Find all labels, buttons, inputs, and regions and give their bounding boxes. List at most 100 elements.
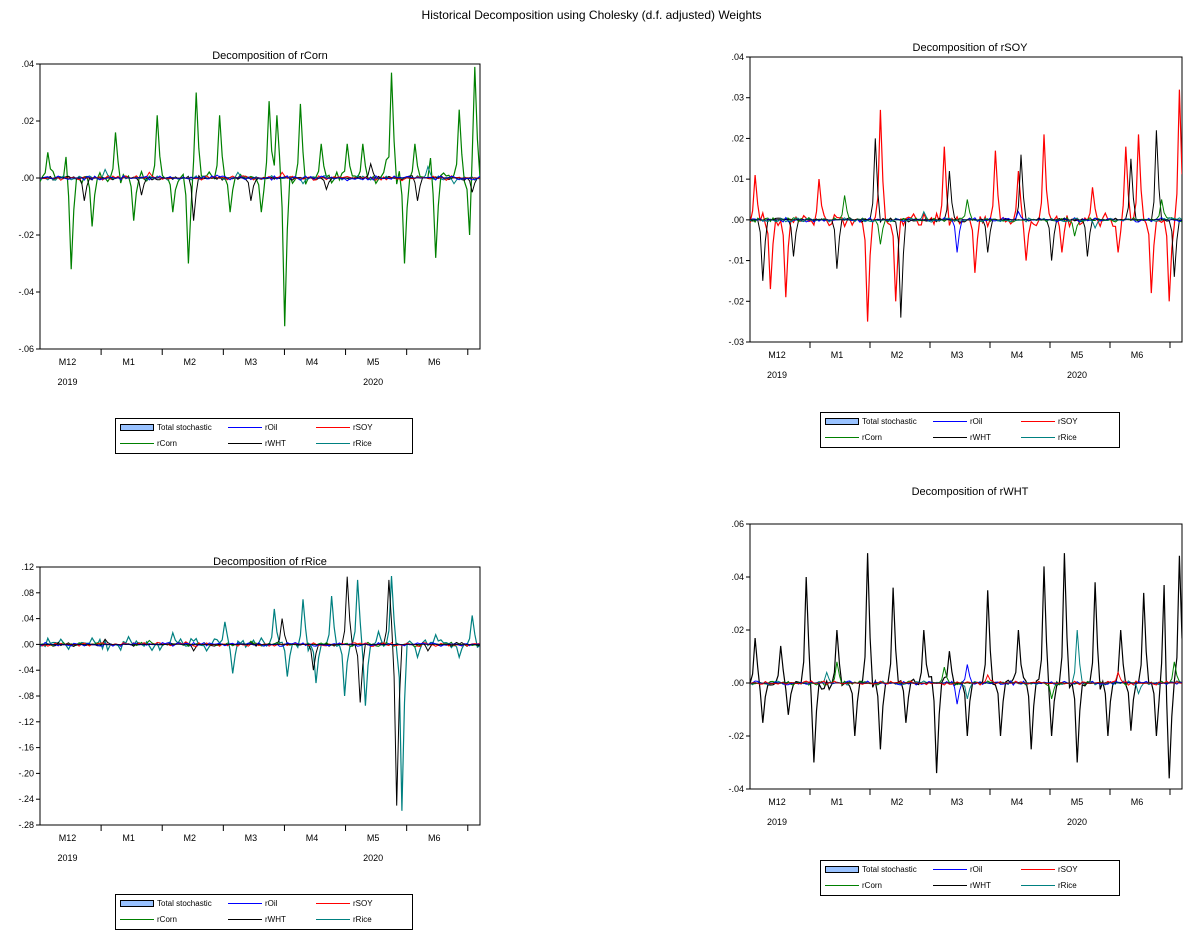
x-year-label: 2020 — [1067, 817, 1087, 827]
x-year-label: 2020 — [1067, 370, 1087, 380]
legend-swatch — [316, 919, 350, 920]
legend-rcorn: Total stochastic rOil rSOY rCorn rWHT rRice — [115, 418, 413, 454]
y-tick-label: -.04 — [18, 287, 34, 297]
x-month-label: M4 — [1011, 350, 1024, 360]
x-year-label: 2019 — [58, 853, 78, 863]
legend-label: rSOY — [353, 899, 373, 908]
legend-swatch — [1021, 421, 1055, 422]
x-year-label: 2020 — [363, 853, 383, 863]
legend-item-rwht: rWHT — [933, 433, 991, 442]
legend-label: rRice — [353, 439, 372, 448]
legend-label: rWHT — [970, 433, 991, 442]
y-tick-label: .01 — [731, 174, 744, 184]
legend-item-rcorn: rCorn — [120, 439, 177, 448]
legend-label: Total stochastic — [862, 865, 917, 874]
legend-label: rCorn — [862, 881, 883, 890]
legend-item-total-stochastic: Total stochastic — [120, 423, 212, 432]
x-month-label: M3 — [951, 350, 964, 360]
legend-label: rOil — [265, 423, 278, 432]
legend-label: rWHT — [970, 881, 991, 890]
y-tick-label: -.06 — [18, 344, 34, 354]
legend-label: rSOY — [1058, 417, 1078, 426]
legend-item-rsoy: rSOY — [1021, 417, 1078, 426]
series-line-rwht — [750, 553, 1182, 779]
y-tick-label: -.01 — [728, 256, 744, 266]
legend-item-rcorn: rCorn — [120, 915, 177, 924]
legend-item-rsoy: rSOY — [316, 423, 373, 432]
x-month-label: M5 — [1071, 797, 1084, 807]
y-tick-label: .00 — [21, 173, 34, 183]
legend-swatch — [933, 437, 967, 438]
plot-frame — [749, 56, 1183, 343]
x-month-label: M4 — [306, 357, 319, 367]
x-month-label: M1 — [122, 833, 135, 843]
y-tick-label: .02 — [731, 625, 744, 635]
y-tick-label: -.02 — [18, 230, 34, 240]
legend-label: rSOY — [1058, 865, 1078, 874]
y-tick-label: -.24 — [18, 794, 34, 804]
legend-swatch — [120, 900, 154, 907]
series-group — [40, 66, 480, 327]
plot-frame — [39, 566, 481, 826]
legend-swatch — [228, 443, 262, 444]
x-month-label: M2 — [184, 357, 197, 367]
legend-swatch — [1021, 885, 1055, 886]
x-month-label: M6 — [1131, 797, 1144, 807]
x-year-label: 2020 — [363, 377, 383, 387]
legend-item-total-stochastic: Total stochastic — [120, 899, 212, 908]
legend-item-rrice: rRice — [316, 915, 372, 924]
y-tick-label: .08 — [21, 588, 34, 598]
x-month-label: M3 — [951, 797, 964, 807]
legend-swatch — [933, 869, 967, 870]
panel-title-rwht: Decomposition of rWHT — [911, 486, 1029, 498]
legend-swatch — [316, 427, 350, 428]
y-tick-label: .00 — [731, 678, 744, 688]
series-group — [40, 575, 480, 811]
y-tick-label: .06 — [731, 519, 744, 529]
x-month-label: M4 — [1011, 797, 1024, 807]
series-line-rsoy — [750, 670, 1182, 686]
y-tick-label: -.12 — [18, 717, 34, 727]
y-tick-label: .12 — [21, 562, 34, 572]
legend-swatch — [1021, 869, 1055, 870]
legend-swatch — [120, 919, 154, 920]
y-tick-label: .00 — [731, 215, 744, 225]
x-year-label: 2019 — [58, 377, 78, 387]
legend-label: rCorn — [862, 433, 883, 442]
legend-label: rOil — [970, 417, 983, 426]
x-month-label: M12 — [59, 357, 77, 367]
y-tick-label: .04 — [731, 572, 744, 582]
legend-swatch — [825, 437, 859, 438]
legend-label: rWHT — [265, 915, 286, 924]
legend-item-roil: rOil — [228, 423, 277, 432]
legend-label: rOil — [970, 865, 983, 874]
y-tick-label: -.16 — [18, 743, 34, 753]
y-tick-label: .04 — [21, 614, 34, 624]
legend-rwht: Total stochastic rOil rSOY rCorn rWHT rRice — [820, 860, 1120, 896]
series-line-rcorn — [40, 66, 480, 327]
x-month-label: M1 — [831, 797, 844, 807]
legend-swatch — [228, 427, 262, 428]
x-month-label: M2 — [891, 797, 904, 807]
y-tick-label: .03 — [731, 93, 744, 103]
y-tick-label: .02 — [731, 133, 744, 143]
x-month-label: M6 — [428, 833, 441, 843]
series-group — [750, 553, 1182, 779]
y-tick-label: -.08 — [18, 691, 34, 701]
y-tick-label: .00 — [21, 639, 34, 649]
x-month-label: M12 — [59, 833, 77, 843]
legend-item-total-stochastic: Total stochastic — [825, 865, 917, 874]
legend-label: rRice — [1058, 433, 1077, 442]
x-month-label: M5 — [1071, 350, 1084, 360]
figure-title: Historical Decomposition using Cholesky … — [421, 8, 762, 22]
legend-label: rRice — [353, 915, 372, 924]
x-month-label: M6 — [1131, 350, 1144, 360]
x-month-label: M5 — [367, 357, 380, 367]
legend-swatch — [228, 919, 262, 920]
legend-label: rCorn — [157, 915, 178, 924]
legend-label: rRice — [1058, 881, 1077, 890]
